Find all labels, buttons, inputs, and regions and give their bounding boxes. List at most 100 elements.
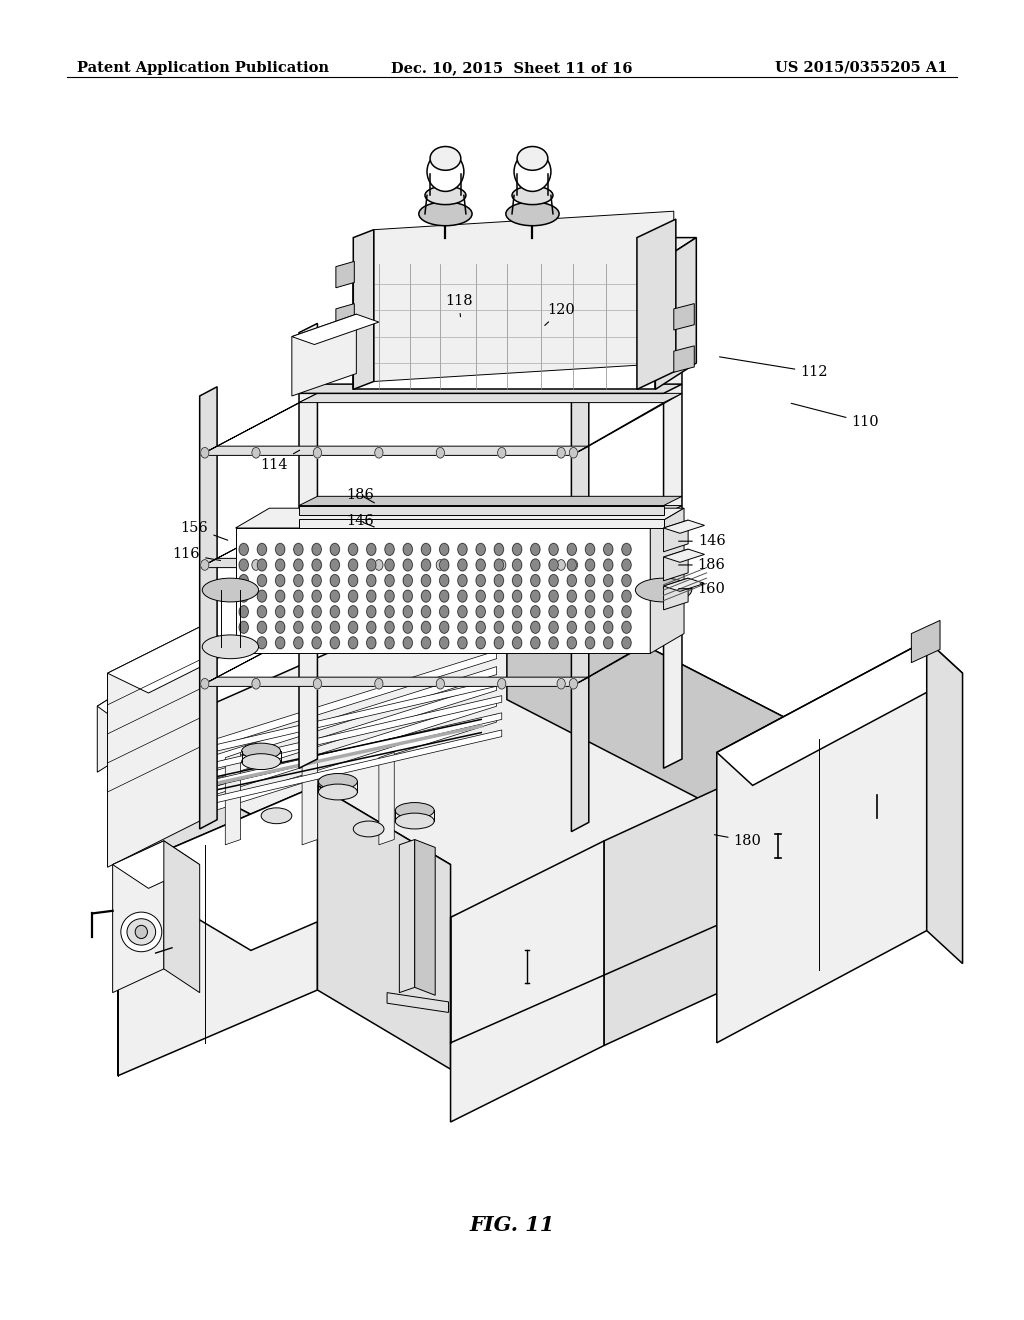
Circle shape bbox=[513, 544, 521, 556]
Polygon shape bbox=[637, 219, 676, 389]
Polygon shape bbox=[113, 841, 200, 888]
Circle shape bbox=[569, 560, 578, 570]
Circle shape bbox=[476, 544, 485, 556]
Circle shape bbox=[367, 590, 376, 602]
Circle shape bbox=[557, 560, 565, 570]
Circle shape bbox=[436, 560, 444, 570]
Polygon shape bbox=[717, 640, 963, 785]
Circle shape bbox=[313, 447, 322, 458]
Polygon shape bbox=[604, 733, 840, 1045]
Polygon shape bbox=[148, 713, 502, 801]
Circle shape bbox=[385, 606, 394, 618]
Circle shape bbox=[422, 590, 430, 602]
Circle shape bbox=[530, 606, 540, 618]
Circle shape bbox=[458, 622, 467, 634]
Text: 114: 114 bbox=[261, 450, 300, 471]
Polygon shape bbox=[148, 696, 502, 784]
Ellipse shape bbox=[318, 784, 357, 800]
Ellipse shape bbox=[242, 743, 281, 759]
Polygon shape bbox=[302, 752, 317, 845]
Circle shape bbox=[622, 622, 631, 634]
Circle shape bbox=[312, 622, 322, 634]
Circle shape bbox=[257, 622, 266, 634]
Circle shape bbox=[239, 544, 248, 556]
Polygon shape bbox=[97, 684, 133, 772]
Circle shape bbox=[403, 558, 413, 572]
Text: 180: 180 bbox=[715, 834, 762, 847]
Circle shape bbox=[422, 636, 430, 649]
Circle shape bbox=[439, 636, 449, 649]
Circle shape bbox=[330, 590, 339, 602]
Circle shape bbox=[201, 678, 209, 689]
Circle shape bbox=[403, 574, 413, 586]
Polygon shape bbox=[118, 574, 840, 917]
Circle shape bbox=[549, 636, 558, 649]
Polygon shape bbox=[225, 752, 241, 845]
Circle shape bbox=[436, 678, 444, 689]
Circle shape bbox=[622, 544, 631, 556]
Ellipse shape bbox=[512, 186, 553, 205]
Circle shape bbox=[252, 447, 260, 458]
Polygon shape bbox=[236, 528, 650, 653]
Polygon shape bbox=[292, 314, 356, 396]
Circle shape bbox=[348, 636, 357, 649]
Ellipse shape bbox=[127, 919, 156, 945]
Circle shape bbox=[275, 544, 285, 556]
Circle shape bbox=[622, 606, 631, 618]
Circle shape bbox=[439, 544, 449, 556]
Circle shape bbox=[294, 636, 303, 649]
Circle shape bbox=[385, 622, 394, 634]
Circle shape bbox=[403, 590, 413, 602]
Circle shape bbox=[549, 574, 558, 586]
Circle shape bbox=[513, 622, 521, 634]
Polygon shape bbox=[664, 549, 705, 562]
Circle shape bbox=[604, 574, 612, 586]
Polygon shape bbox=[200, 677, 589, 686]
Circle shape bbox=[476, 622, 485, 634]
Circle shape bbox=[498, 678, 506, 689]
Polygon shape bbox=[353, 230, 374, 389]
Polygon shape bbox=[571, 393, 682, 455]
Text: FIG. 11: FIG. 11 bbox=[469, 1214, 555, 1236]
Circle shape bbox=[385, 636, 394, 649]
Circle shape bbox=[312, 606, 322, 618]
Text: 186: 186 bbox=[346, 488, 375, 503]
Circle shape bbox=[367, 606, 376, 618]
Polygon shape bbox=[169, 714, 497, 825]
Text: US 2015/0355205 A1: US 2015/0355205 A1 bbox=[775, 61, 947, 75]
Circle shape bbox=[367, 636, 376, 649]
Polygon shape bbox=[336, 304, 354, 330]
Ellipse shape bbox=[203, 635, 258, 659]
Circle shape bbox=[275, 636, 285, 649]
Circle shape bbox=[586, 590, 595, 602]
Polygon shape bbox=[118, 785, 451, 950]
Circle shape bbox=[586, 558, 595, 572]
Circle shape bbox=[567, 574, 577, 586]
Text: Dec. 10, 2015  Sheet 11 of 16: Dec. 10, 2015 Sheet 11 of 16 bbox=[391, 61, 633, 75]
Circle shape bbox=[294, 606, 303, 618]
Circle shape bbox=[375, 678, 383, 689]
Circle shape bbox=[569, 678, 578, 689]
Circle shape bbox=[367, 544, 376, 556]
Circle shape bbox=[622, 574, 631, 586]
Ellipse shape bbox=[419, 202, 472, 226]
Polygon shape bbox=[169, 651, 497, 762]
Circle shape bbox=[439, 590, 449, 602]
Text: 146: 146 bbox=[346, 515, 375, 528]
Ellipse shape bbox=[318, 774, 357, 789]
Circle shape bbox=[622, 590, 631, 602]
Polygon shape bbox=[299, 519, 664, 528]
Circle shape bbox=[422, 606, 430, 618]
Polygon shape bbox=[118, 785, 317, 1076]
Circle shape bbox=[439, 574, 449, 586]
Polygon shape bbox=[336, 346, 354, 372]
Circle shape bbox=[439, 558, 449, 572]
Polygon shape bbox=[169, 667, 497, 777]
Polygon shape bbox=[451, 841, 604, 1122]
Ellipse shape bbox=[242, 754, 281, 770]
Polygon shape bbox=[299, 323, 317, 768]
Circle shape bbox=[275, 558, 285, 572]
Circle shape bbox=[604, 636, 612, 649]
Circle shape bbox=[586, 606, 595, 618]
Circle shape bbox=[513, 574, 521, 586]
